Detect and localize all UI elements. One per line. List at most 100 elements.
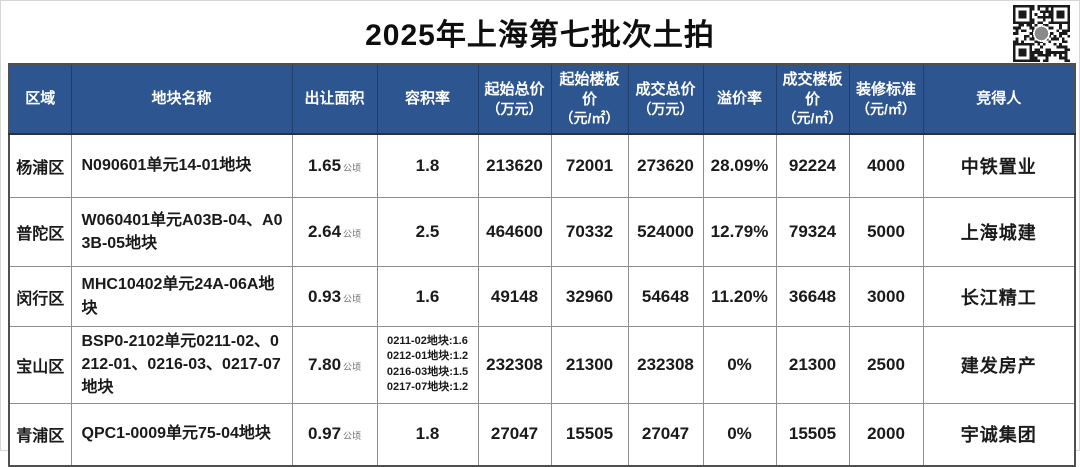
column-header-winner: 竞得人 [922, 63, 1076, 135]
qr-code [1013, 5, 1070, 62]
column-header-decoration-standard: 装修标准 （元/㎡） [848, 63, 924, 135]
region-cell: 宝山区 [8, 326, 72, 404]
header-label: 出让面积 [304, 90, 365, 108]
deal-total-price-cell: 524000 [627, 197, 704, 267]
start-total-price-cell: 49148 [477, 266, 552, 327]
header-label: 起始总价 [484, 81, 545, 99]
winner-cell: 建发房产 [922, 326, 1076, 404]
column-header-deal-floor-price: 成交楼板价 （元/㎡） [775, 63, 850, 135]
start-total-price-cell: 27047 [477, 402, 552, 467]
column-header-start-total-price: 起始总价 （万元） [477, 63, 552, 135]
plot-name-cell: QPC1-0009单元75-04地块 [70, 402, 293, 467]
decoration-standard-cell: 3000 [848, 266, 924, 327]
deal-total-price-cell: 273620 [627, 133, 704, 198]
column-header-plot-name: 地块名称 [70, 63, 293, 135]
header-unit: （元/㎡） [782, 110, 843, 127]
area-value: 2.64 [307, 222, 342, 241]
area-unit: 公顷 [343, 293, 362, 304]
start-floor-price-cell: 21300 [550, 326, 629, 404]
header-label: 区域 [25, 90, 56, 108]
start-floor-price-cell: 32960 [550, 266, 629, 327]
area-cell: 7.80 公顷 [291, 326, 378, 404]
area-unit: 公顷 [343, 431, 362, 442]
table-row: 杨浦区 N090601单元14-01地块 1.65 公顷 1.8 213620 7… [8, 133, 1076, 198]
header-label: 溢价率 [716, 90, 762, 108]
region-cell: 青浦区 [8, 402, 72, 467]
table-row: 宝山区 BSP0-2102单元0211-02、0212-01、0216-03、0… [8, 326, 1076, 404]
winner-cell: 中铁置业 [922, 133, 1076, 198]
decoration-standard-cell: 5000 [848, 197, 924, 267]
plot-ratio-cell: 2.5 [376, 197, 479, 267]
column-header-area: 出让面积 [291, 63, 378, 135]
area-unit: 公顷 [343, 361, 362, 372]
region-cell: 闵行区 [8, 266, 72, 327]
premium-rate-cell: 0% [702, 326, 777, 404]
header-label: 竞得人 [976, 90, 1022, 108]
deal-total-price-cell: 27047 [627, 402, 704, 467]
start-total-price-cell: 232308 [477, 326, 552, 404]
area-value: 7.80 [307, 354, 342, 374]
header-label: 地块名称 [151, 90, 212, 108]
start-floor-price-cell: 70332 [550, 197, 629, 267]
plot-name-cell: W060401单元A03B-04、A03B-05地块 [70, 197, 293, 267]
area-unit: 公顷 [343, 229, 362, 239]
column-header-plot-ratio: 容积率 [376, 63, 479, 135]
start-floor-price-cell: 15505 [550, 402, 629, 467]
plot-name-cell: N090601单元14-01地块 [70, 133, 293, 198]
decoration-standard-cell: 2000 [848, 402, 924, 467]
region-cell: 普陀区 [8, 197, 72, 267]
deal-total-price-cell: 232308 [627, 326, 704, 404]
table-header: 区域 地块名称 出让面积 容积率 起始总价 （万元） 起始楼板价 （元/㎡） 成交总… [8, 63, 1076, 135]
region-cell: 杨浦区 [8, 133, 72, 198]
deal-total-price-cell: 54648 [627, 266, 704, 327]
plot-name-cell: MHC10402单元24A-06A地块 [70, 266, 293, 327]
area-value: 0.97 [307, 424, 342, 444]
header-label: 成交楼板价 [782, 71, 843, 108]
plot-ratio-line: 0217-07地块:1.2 [386, 381, 469, 394]
winner-cell: 宇诚集团 [922, 402, 1076, 467]
table-row: 青浦区 QPC1-0009单元75-04地块 0.97 公顷 1.8 27047 … [8, 402, 1076, 467]
title-bar: 2025年上海第七批次土拍 [1, 1, 1079, 63]
premium-rate-cell: 28.09% [702, 133, 777, 198]
decoration-standard-cell: 4000 [848, 133, 924, 198]
table-body: 杨浦区 N090601单元14-01地块 1.65 公顷 1.8 213620 7… [8, 133, 1076, 467]
header-unit: （万元） [486, 100, 543, 117]
page-title: 2025年上海第七批次土拍 [365, 19, 715, 52]
plot-ratio-cell: 1.6 [376, 266, 479, 327]
column-header-premium-rate: 溢价率 [702, 63, 777, 135]
plot-name-cell: BSP0-2102单元0211-02、0212-01、0216-03、0217-… [70, 326, 293, 404]
plot-ratio-cell: 1.8 [376, 133, 479, 198]
header-row: 区域 地块名称 出让面积 容积率 起始总价 （万元） 起始楼板价 （元/㎡） 成交总… [8, 63, 1076, 135]
area-cell: 1.65 公顷 [291, 133, 378, 198]
plot-ratio-cell: 0211-02地块:1.6 0212-01地块:1.2 0216-03地块:1.… [376, 326, 479, 404]
plot-ratio-cell: 1.8 [376, 402, 479, 467]
land-auction-table: 区域 地块名称 出让面积 容积率 起始总价 （万元） 起始楼板价 （元/㎡） 成交总… [8, 63, 1076, 467]
start-total-price-cell: 464600 [477, 197, 552, 267]
deal-floor-price-cell: 21300 [775, 326, 850, 404]
plot-ratio-line: 0212-01地块:1.2 [386, 350, 469, 363]
qr-code-image [1013, 5, 1070, 62]
winner-cell: 长江精工 [922, 266, 1076, 327]
area-cell: 2.64 公顷 [291, 197, 378, 267]
deal-floor-price-cell: 15505 [775, 402, 850, 467]
header-unit: （万元） [637, 100, 694, 117]
header-unit: （元/㎡） [856, 100, 916, 117]
premium-rate-cell: 0% [702, 402, 777, 467]
area-value: 0.93 [307, 286, 342, 306]
header-unit: （元/㎡） [559, 110, 620, 127]
area-unit: 公顷 [343, 163, 362, 173]
header-label: 装修标准 [855, 81, 916, 99]
table-row: 闵行区 MHC10402单元24A-06A地块 0.93 公顷 1.6 49148… [8, 266, 1076, 327]
winner-cell: 上海城建 [922, 197, 1076, 267]
column-header-region: 区域 [8, 63, 72, 135]
deal-floor-price-cell: 79324 [775, 197, 850, 267]
area-value: 1.65 [307, 156, 342, 175]
premium-rate-cell: 12.79% [702, 197, 777, 267]
start-total-price-cell: 213620 [477, 133, 552, 198]
header-label: 起始楼板价 [559, 71, 620, 108]
table-row: 普陀区 W060401单元A03B-04、A03B-05地块 2.64 公顷 2.… [8, 197, 1076, 267]
header-label: 容积率 [404, 90, 450, 108]
column-header-start-floor-price: 起始楼板价 （元/㎡） [550, 63, 629, 135]
area-cell: 0.97 公顷 [291, 402, 378, 467]
area-cell: 0.93 公顷 [291, 266, 378, 327]
